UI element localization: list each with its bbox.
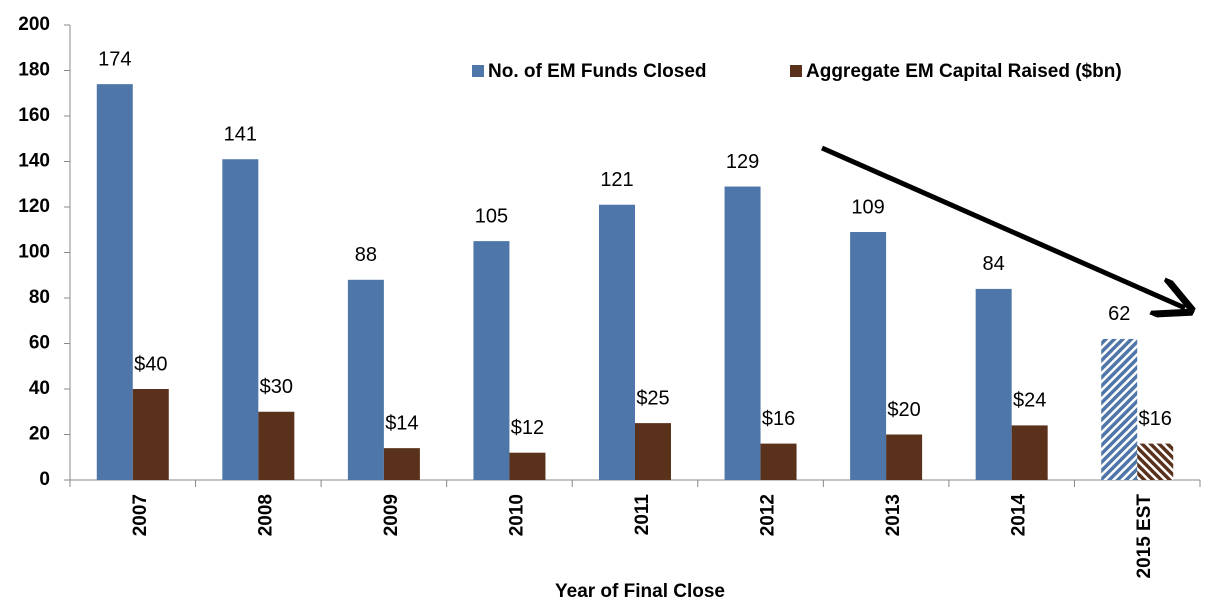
bar (258, 411, 295, 480)
value-label: $30 (260, 376, 293, 398)
y-tick-label: 160 (18, 105, 50, 126)
value-label: 105 (475, 205, 508, 227)
bar (383, 448, 420, 480)
bar (1101, 338, 1138, 480)
value-label: $24 (1013, 390, 1046, 412)
legend-label: No. of EM Funds Closed (488, 61, 707, 82)
bar (635, 423, 671, 480)
y-tick-label: 80 (29, 287, 50, 308)
x-tick-label: 2011 (632, 494, 653, 536)
y-tick-label: 0 (39, 469, 50, 490)
value-label: $25 (636, 387, 669, 409)
x-tick-label: 2010 (506, 494, 527, 536)
bar (132, 389, 169, 480)
bar (886, 434, 923, 480)
bar (975, 288, 1012, 480)
legend-swatch (472, 65, 484, 77)
y-tick-label: 200 (18, 14, 50, 35)
y-tick-label: 100 (18, 242, 50, 263)
value-label: 174 (98, 48, 131, 70)
y-tick-label: 20 (29, 424, 50, 445)
x-tick-label: 2013 (883, 494, 904, 536)
x-tick-label: 2012 (758, 494, 779, 536)
value-label: $16 (762, 408, 795, 430)
bar (1137, 443, 1174, 480)
bar (760, 443, 797, 480)
trend-arrow (820, 145, 1185, 308)
value-label: $40 (134, 353, 167, 375)
y-tick-label: 140 (18, 151, 50, 172)
y-tick-label: 60 (29, 333, 50, 354)
value-label: $14 (385, 412, 418, 434)
y-tick-label: 120 (18, 196, 50, 217)
x-tick-label: 2007 (130, 494, 151, 536)
x-tick-label: 2009 (381, 494, 402, 536)
legend-swatch (790, 65, 802, 77)
value-label: 141 (224, 124, 257, 146)
x-axis-title: Year of Final Close (555, 581, 725, 602)
bar (509, 452, 546, 480)
value-label: 84 (983, 253, 1005, 275)
value-label: $12 (511, 417, 544, 439)
bar (96, 84, 133, 481)
bar (599, 204, 635, 480)
value-label: 88 (355, 244, 377, 266)
bar (1011, 425, 1048, 480)
x-tick-label: 2014 (1009, 494, 1030, 537)
bar (724, 186, 761, 480)
x-tick-label: 2015 EST (1134, 494, 1155, 579)
value-label: 109 (851, 196, 884, 218)
legend-label: Aggregate EM Capital Raised ($bn) (806, 61, 1122, 82)
x-tick-label: 2008 (255, 494, 276, 536)
value-label: 121 (600, 169, 633, 191)
value-label: $16 (1139, 408, 1172, 430)
bar (347, 279, 384, 480)
value-label: 129 (726, 151, 759, 173)
value-label: 62 (1108, 303, 1130, 325)
bar (473, 241, 510, 480)
value-label: $20 (887, 399, 920, 421)
y-tick-label: 180 (18, 60, 50, 81)
bar (222, 159, 259, 480)
y-tick-label: 40 (29, 378, 50, 399)
bar (850, 232, 887, 480)
